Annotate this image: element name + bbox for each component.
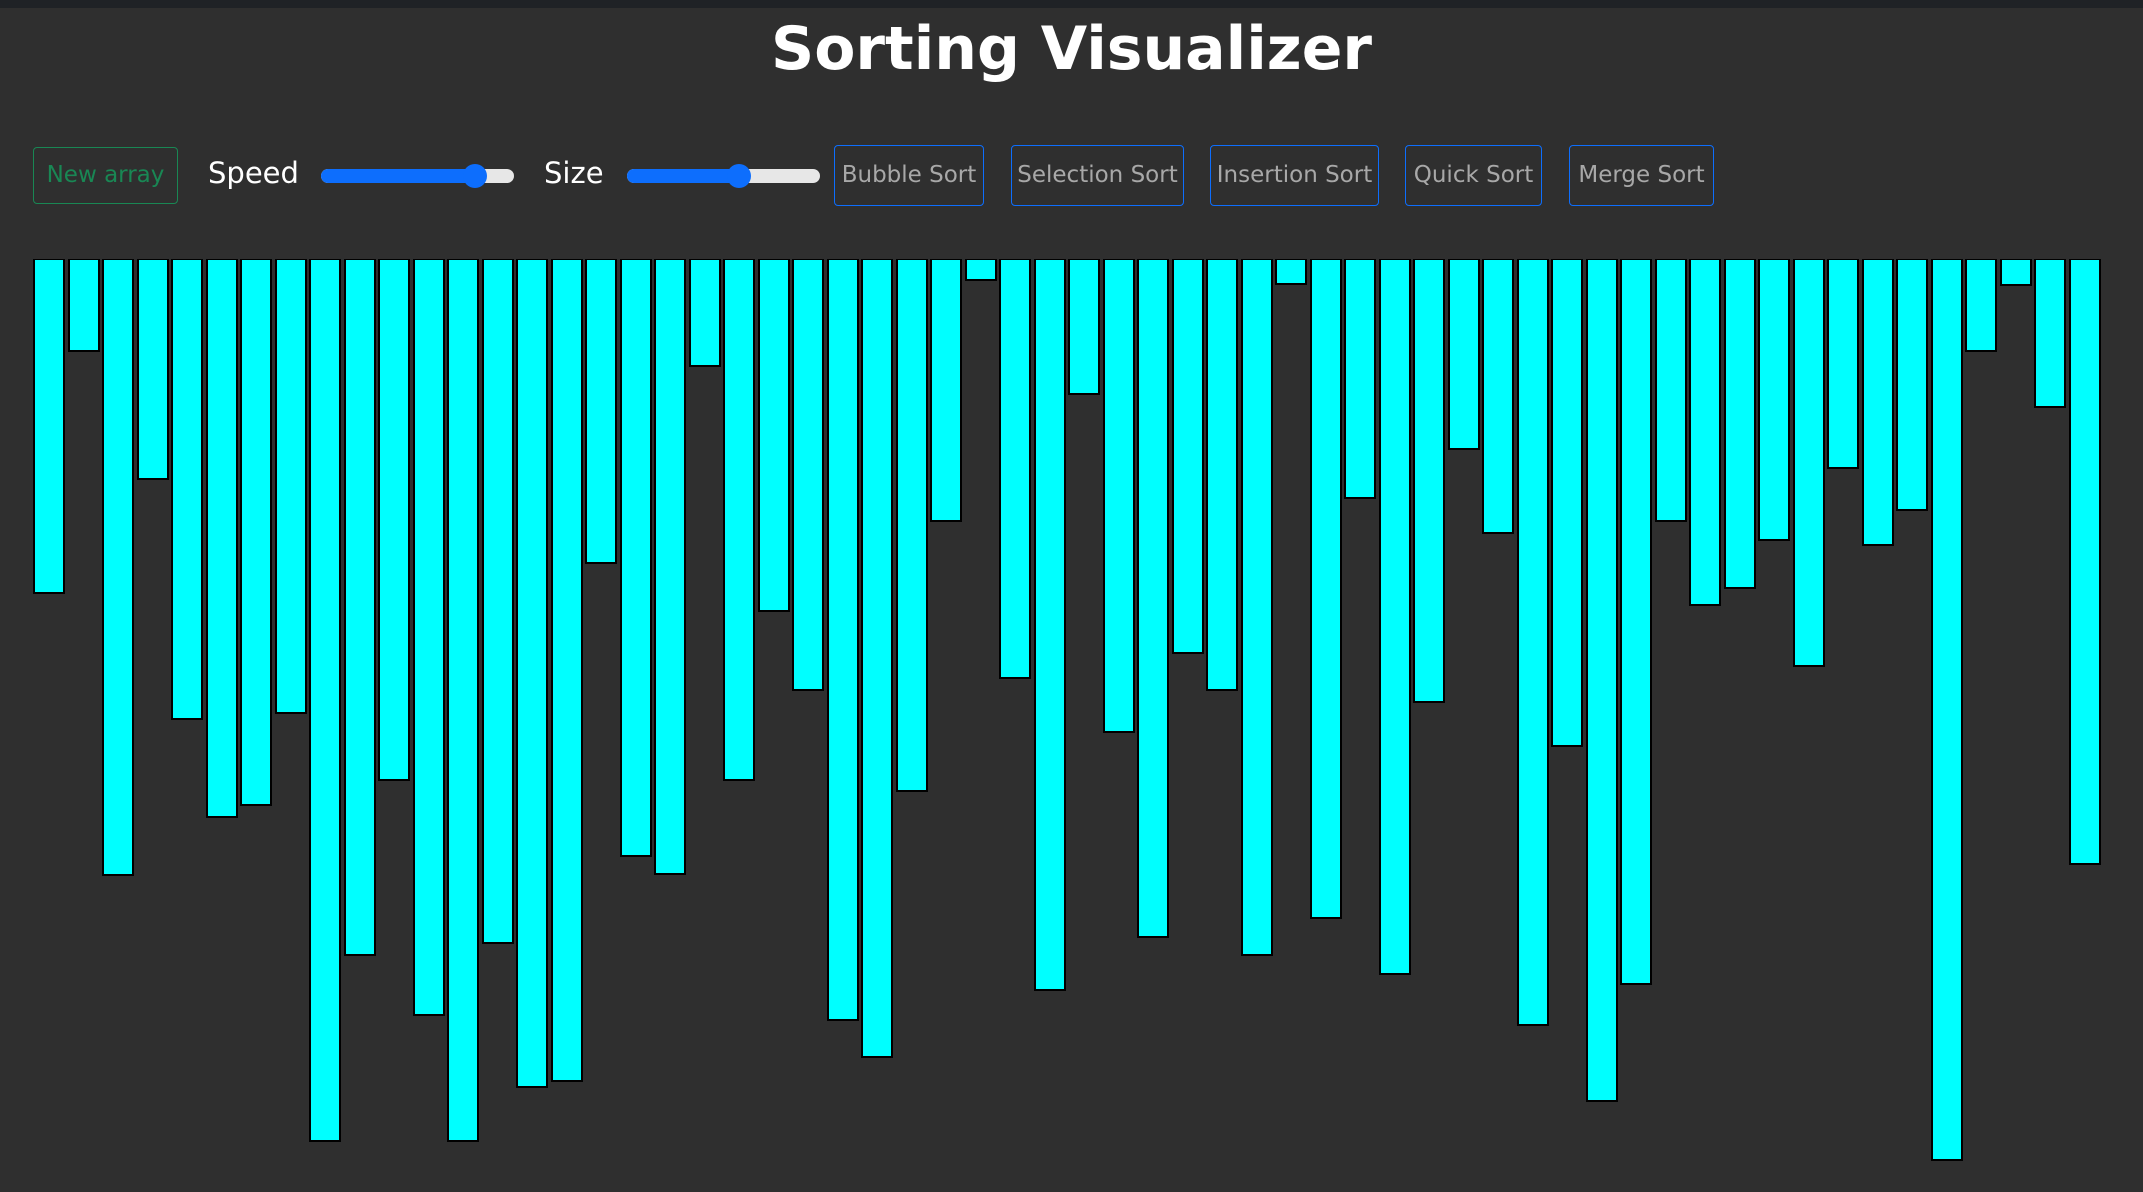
insertion-sort-button[interactable]: Insertion Sort <box>1210 145 1379 206</box>
array-bar <box>67 259 100 352</box>
array-bar <box>1620 259 1652 985</box>
array-bar <box>1896 259 1928 511</box>
array-bar <box>1827 259 1859 469</box>
array-bar <box>1275 259 1307 285</box>
array-bar <box>550 259 583 1082</box>
array-bar <box>1585 259 1618 1102</box>
array-bar <box>1516 259 1549 1026</box>
array-bar <box>309 259 341 1142</box>
speed-slider-fill <box>321 169 475 183</box>
array-bar <box>1758 259 1790 541</box>
array-bar <box>792 259 824 691</box>
array-bar <box>1999 259 2032 286</box>
array-bar <box>1206 259 1238 691</box>
window-top-strip <box>0 0 2143 8</box>
array-bar <box>1240 259 1273 956</box>
selection-sort-button[interactable]: Selection Sort <box>1011 145 1184 206</box>
size-slider-fill <box>627 169 739 183</box>
array-bars <box>33 259 2103 1161</box>
size-label: Size <box>544 156 604 190</box>
array-bar <box>930 259 962 522</box>
size-slider-thumb[interactable] <box>727 164 751 188</box>
array-bar <box>999 259 1031 679</box>
array-bar <box>2068 259 2101 865</box>
merge-sort-button[interactable]: Merge Sort <box>1569 145 1714 206</box>
array-bar <box>723 259 755 781</box>
array-bar <box>343 259 376 956</box>
array-bar <box>1654 259 1687 522</box>
array-bar <box>1309 259 1342 919</box>
array-bar <box>1344 259 1376 499</box>
array-bar <box>826 259 859 1021</box>
array-bar <box>654 259 686 875</box>
array-bar <box>171 259 203 720</box>
array-bar <box>274 259 307 714</box>
page-title: Sorting Visualizer <box>770 14 1373 84</box>
array-bar <box>1447 259 1480 450</box>
array-bar <box>2034 259 2066 408</box>
array-bar <box>619 259 652 857</box>
bubble-sort-button[interactable]: Bubble Sort <box>834 145 984 206</box>
array-bar <box>205 259 238 818</box>
array-bar <box>1378 259 1411 975</box>
array-bar <box>1482 259 1514 534</box>
array-bar <box>1965 259 1997 352</box>
array-bar <box>1068 259 1100 395</box>
array-bar <box>102 259 134 876</box>
array-bar <box>757 259 790 612</box>
array-bar <box>1792 259 1825 667</box>
array-bar <box>1861 259 1894 546</box>
array-bar <box>688 259 721 367</box>
array-bar <box>516 259 548 1088</box>
array-bar <box>1033 259 1066 991</box>
speed-slider-thumb[interactable] <box>463 164 487 188</box>
array-bar <box>481 259 514 944</box>
array-bar <box>1723 259 1756 589</box>
array-bar <box>240 259 272 806</box>
array-bar <box>1930 259 1963 1161</box>
array-bar <box>861 259 893 1058</box>
array-bar <box>895 259 928 792</box>
speed-slider[interactable] <box>321 164 514 188</box>
array-bar <box>1689 259 1721 606</box>
array-bar <box>585 259 617 564</box>
array-bar <box>964 259 997 281</box>
speed-label: Speed <box>208 156 299 190</box>
array-bar <box>412 259 445 1016</box>
array-bar <box>33 259 65 594</box>
quick-sort-button[interactable]: Quick Sort <box>1405 145 1542 206</box>
size-slider[interactable] <box>627 164 820 188</box>
array-bar <box>136 259 169 480</box>
array-bar <box>447 259 479 1142</box>
array-bar <box>1413 259 1445 703</box>
array-bar <box>378 259 410 781</box>
array-bar <box>1551 259 1583 747</box>
array-bar <box>1137 259 1169 938</box>
new-array-button[interactable]: New array <box>33 147 178 204</box>
array-bar <box>1171 259 1204 654</box>
array-bar <box>1102 259 1135 733</box>
